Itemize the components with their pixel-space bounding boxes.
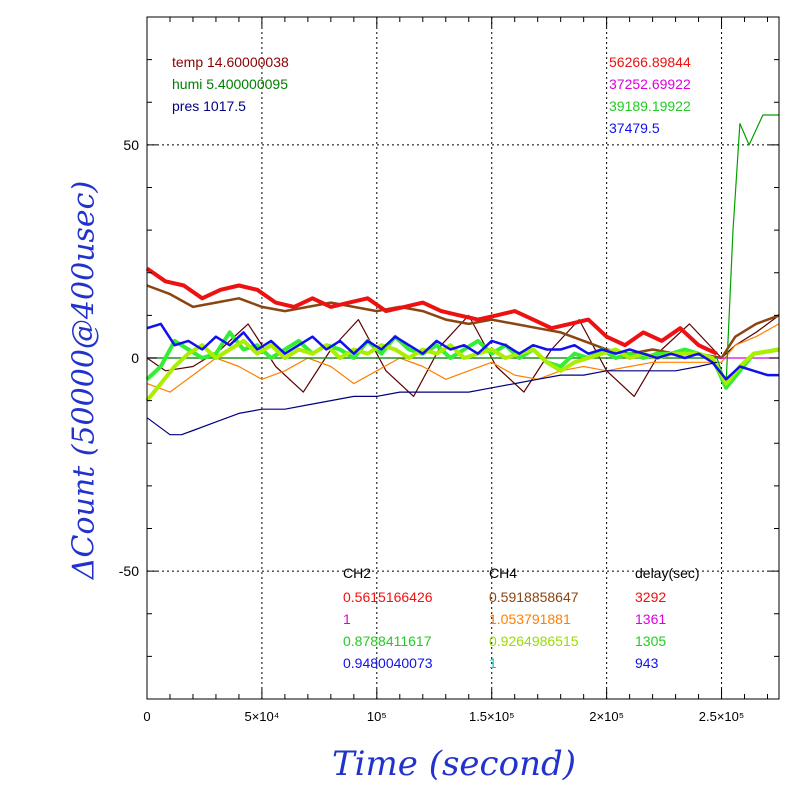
table-header: CH4 (489, 565, 518, 581)
delay-value: 1305 (635, 633, 667, 649)
series-line-4 (145, 266, 718, 356)
y-axis-title: ΔCount (50000@400usec) (66, 180, 102, 580)
table-header: CH2 (343, 565, 372, 581)
count-readout: 39189.19922 (609, 98, 691, 114)
ch4-value: 1.053791881 (489, 611, 571, 627)
series-line-10 (146, 361, 718, 436)
ch2-value: 0.8788411617 (343, 633, 432, 649)
count-readout: 37252.69922 (609, 76, 691, 92)
table-header: delay(sec) (635, 565, 700, 581)
series-line-1 (146, 314, 780, 397)
count-readout: 56266.89844 (609, 54, 691, 70)
x-axis-title: Time (second) (332, 744, 576, 784)
y-tick-label: -50 (118, 563, 139, 580)
delay-value: 943 (635, 655, 659, 671)
x-tick-label: 2.5×10⁵ (698, 709, 745, 724)
delay-value: 1361 (635, 611, 667, 627)
series-layer (145, 114, 780, 436)
ch2-value: 0.9480040073 (343, 655, 433, 671)
x-tick-label: 0 (143, 709, 151, 724)
y-tick-label: 50 (123, 136, 139, 153)
weather-readout: temp 14.60000038 (172, 54, 289, 70)
count-readout: 37479.5 (609, 120, 660, 136)
y-tick-label: 0 (131, 350, 139, 366)
x-tick-label: 1.5×10⁵ (468, 709, 515, 724)
x-tick-label: 10⁵ (366, 709, 387, 724)
x-tick-label: 5×10⁴ (244, 709, 280, 724)
ch2-value: 1 (343, 611, 351, 627)
series-line-2 (146, 323, 780, 393)
weather-readout: humi 5.400000095 (172, 76, 288, 92)
delay-value: 3292 (635, 589, 667, 605)
minor-tick-layer (146, 17, 779, 699)
x-tick-label: 2×10⁵ (589, 709, 624, 724)
weather-readout: pres 1017.5 (172, 98, 246, 114)
ch2-value: 0.5615166426 (343, 589, 433, 605)
ch4-value: 0.9264986515 (489, 633, 579, 649)
ch4-value: 1 (489, 655, 497, 671)
ch4-value: 0.5918858647 (489, 589, 579, 605)
series-line-9 (146, 322, 779, 381)
series-line-6 (147, 114, 779, 385)
